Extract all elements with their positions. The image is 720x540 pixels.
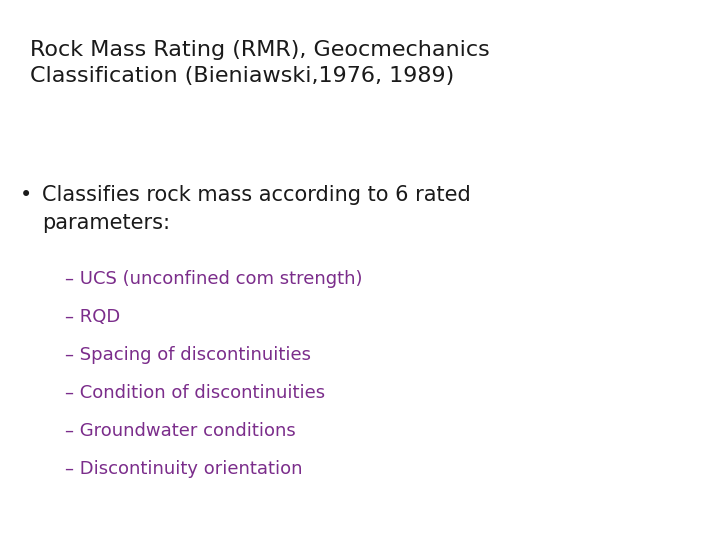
Text: Rock Mass Rating (RMR), Geocmechanics
Classification (Bieniawski,1976, 1989): Rock Mass Rating (RMR), Geocmechanics Cl… — [30, 40, 490, 86]
Text: – Spacing of discontinuities: – Spacing of discontinuities — [65, 346, 311, 364]
Text: – Groundwater conditions: – Groundwater conditions — [65, 422, 296, 440]
Text: Classifies rock mass according to 6 rated
parameters:: Classifies rock mass according to 6 rate… — [42, 185, 471, 233]
Text: •: • — [20, 185, 32, 205]
Text: – RQD: – RQD — [65, 308, 120, 326]
Text: – Condition of discontinuities: – Condition of discontinuities — [65, 384, 325, 402]
Text: – UCS (unconfined com strength): – UCS (unconfined com strength) — [65, 270, 362, 288]
Text: – Discontinuity orientation: – Discontinuity orientation — [65, 460, 302, 478]
